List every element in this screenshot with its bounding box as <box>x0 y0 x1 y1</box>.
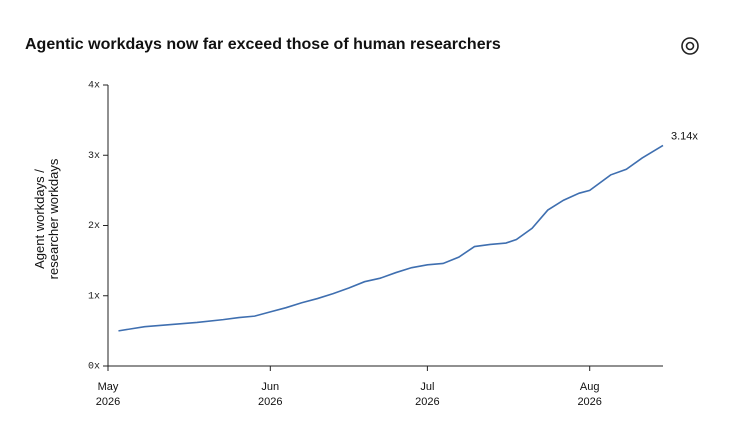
value-label: 3.14x <box>671 130 698 142</box>
y-tick-label: 4x <box>88 81 100 92</box>
x-tick-label: May 2026 <box>95 381 121 408</box>
y-tick-label: 0x <box>88 362 100 373</box>
y-tick-label: 2x <box>88 221 100 232</box>
x-tick-label: Aug 2026 <box>577 381 602 408</box>
x-tick-label: Jul 2026 <box>415 381 440 408</box>
line <box>118 144 664 332</box>
x-tick-label: Jun 2026 <box>258 381 283 408</box>
logo <box>681 37 699 55</box>
y-tick-label: 1x <box>88 291 100 302</box>
chart-title: Agentic workdays now far exceed those of… <box>25 36 501 53</box>
y-tick-label: 3x <box>88 151 100 162</box>
